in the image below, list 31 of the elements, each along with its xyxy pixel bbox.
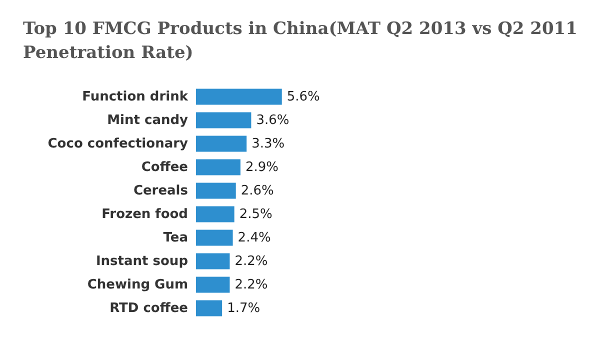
y-tick-label: Cereals (133, 183, 188, 198)
data-label: 2.5% (239, 206, 272, 222)
y-tick-label: Tea (163, 230, 188, 246)
chart-title: Top 10 FMCG Products in China(MAT Q2 2013 vs Q2 2011 Penetration Rate) (23, 19, 584, 63)
y-tick-label: Frozen food (102, 206, 188, 222)
data-label: 2.9% (245, 160, 278, 175)
bar (196, 136, 247, 152)
data-label: 2.4% (238, 230, 271, 246)
y-tick-label: Function drink (82, 89, 188, 104)
bar (196, 276, 230, 293)
y-tick-label: RTD coffee (110, 300, 188, 316)
bar (196, 230, 233, 246)
data-label: 2.2% (234, 254, 268, 269)
y-tick-label: Coffee (141, 160, 188, 175)
data-label: 1.7% (227, 300, 260, 316)
bar (196, 182, 236, 199)
bar (196, 206, 234, 222)
bar (196, 112, 252, 128)
data-label: 3.3% (252, 136, 285, 152)
y-tick-label: Mint candy (107, 112, 189, 128)
data-label: 5.6% (286, 89, 320, 104)
bar (196, 159, 240, 176)
data-label: 2.2% (234, 277, 268, 292)
data-label: 3.6% (256, 112, 290, 128)
y-tick-label: Coco confectionary (48, 136, 189, 152)
y-tick-label: Instant soup (96, 254, 188, 269)
data-label: 2.6% (240, 183, 274, 198)
y-tick-label: Chewing Gum (87, 277, 188, 292)
bar (196, 300, 222, 316)
bar (196, 253, 230, 270)
bar (196, 88, 282, 105)
